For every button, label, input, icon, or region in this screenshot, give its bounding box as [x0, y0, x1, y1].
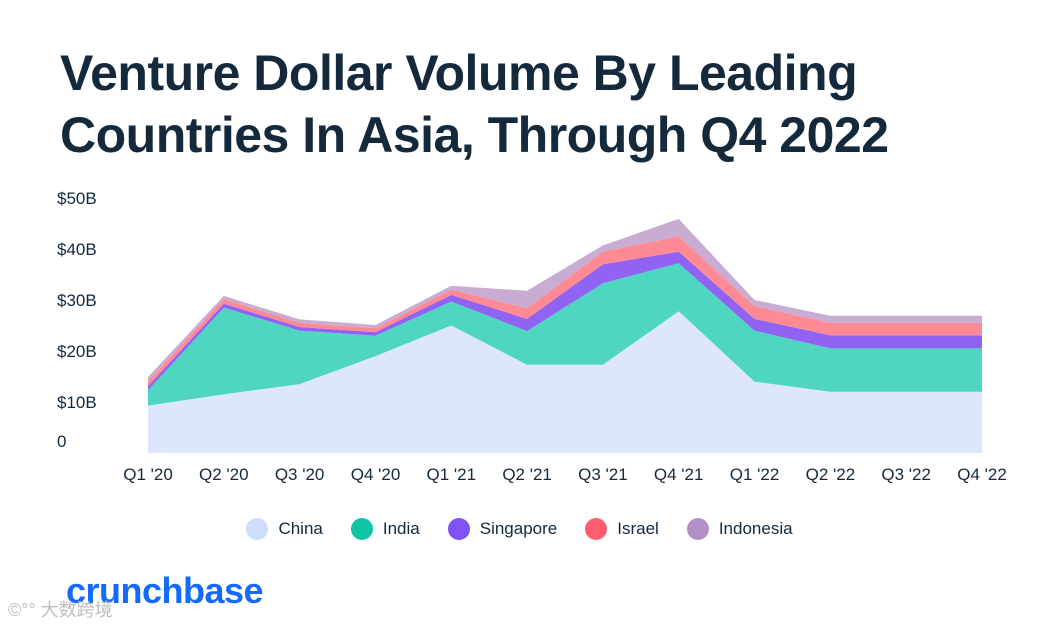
- x-tick-label: Q1 '22: [730, 465, 780, 484]
- x-tick-label: Q1 '20: [123, 465, 173, 484]
- y-axis-ticks: 0 $10B $20B $30B $40B $50B: [57, 189, 97, 451]
- legend-label: India: [382, 519, 420, 538]
- x-tick-label: Q2 '22: [806, 465, 856, 484]
- x-tick-label: Q4 '21: [654, 465, 704, 484]
- chart-areas: [148, 218, 982, 453]
- watermark: ©°° 大数跨境: [8, 600, 113, 620]
- x-tick-label: Q2 '21: [502, 465, 552, 484]
- legend-swatch: [350, 518, 373, 540]
- legend-swatch: [686, 518, 709, 540]
- y-tick-label: $50B: [57, 189, 97, 208]
- x-tick-label: Q3 '21: [578, 465, 628, 484]
- legend-swatch: [447, 518, 470, 540]
- legend-label: Singapore: [479, 519, 558, 538]
- legend-swatch: [246, 518, 269, 540]
- legend-item-israel: Israel: [585, 518, 659, 540]
- x-tick-label: Q3 '20: [275, 465, 325, 484]
- legend-label: Indonesia: [718, 519, 793, 538]
- legend-label: China: [278, 519, 323, 538]
- y-tick-label: $40B: [57, 240, 97, 259]
- legend-swatch: [585, 518, 608, 540]
- x-tick-label: Q2 '20: [199, 465, 249, 484]
- area-china: [148, 311, 982, 453]
- y-tick-label: 0: [57, 432, 66, 451]
- x-tick-label: Q4 '20: [351, 465, 401, 484]
- crunchbase-logo: crunchbase: [66, 570, 264, 611]
- chart-legend: China India Singapore Israel Indonesia: [0, 518, 1039, 540]
- x-axis-ticks: Q1 '20 Q2 '20 Q3 '20 Q4 '20 Q1 '21 Q2 '21 Q3 '…: [123, 465, 1007, 484]
- legend-item-china: China: [246, 518, 323, 540]
- legend-item-singapore: Singapore: [447, 518, 558, 540]
- y-tick-label: $20B: [57, 342, 97, 361]
- x-tick-label: Q1 '21: [427, 465, 477, 484]
- y-tick-label: $10B: [57, 393, 97, 412]
- x-tick-label: Q4 '22: [957, 465, 1007, 484]
- chart-title: Venture Dollar Volume By Leading Countri…: [60, 42, 1020, 166]
- area-india: [148, 263, 982, 406]
- chart-title-line-2: Countries In Asia, Through Q4 2022: [60, 107, 889, 163]
- legend-item-india: India: [350, 518, 420, 540]
- chart-title-line-1: Venture Dollar Volume By Leading: [60, 45, 858, 101]
- x-tick-label: Q3 '22: [881, 465, 931, 484]
- y-tick-label: $30B: [57, 291, 97, 310]
- legend-label: Israel: [617, 519, 659, 538]
- legend-item-indonesia: Indonesia: [686, 518, 793, 540]
